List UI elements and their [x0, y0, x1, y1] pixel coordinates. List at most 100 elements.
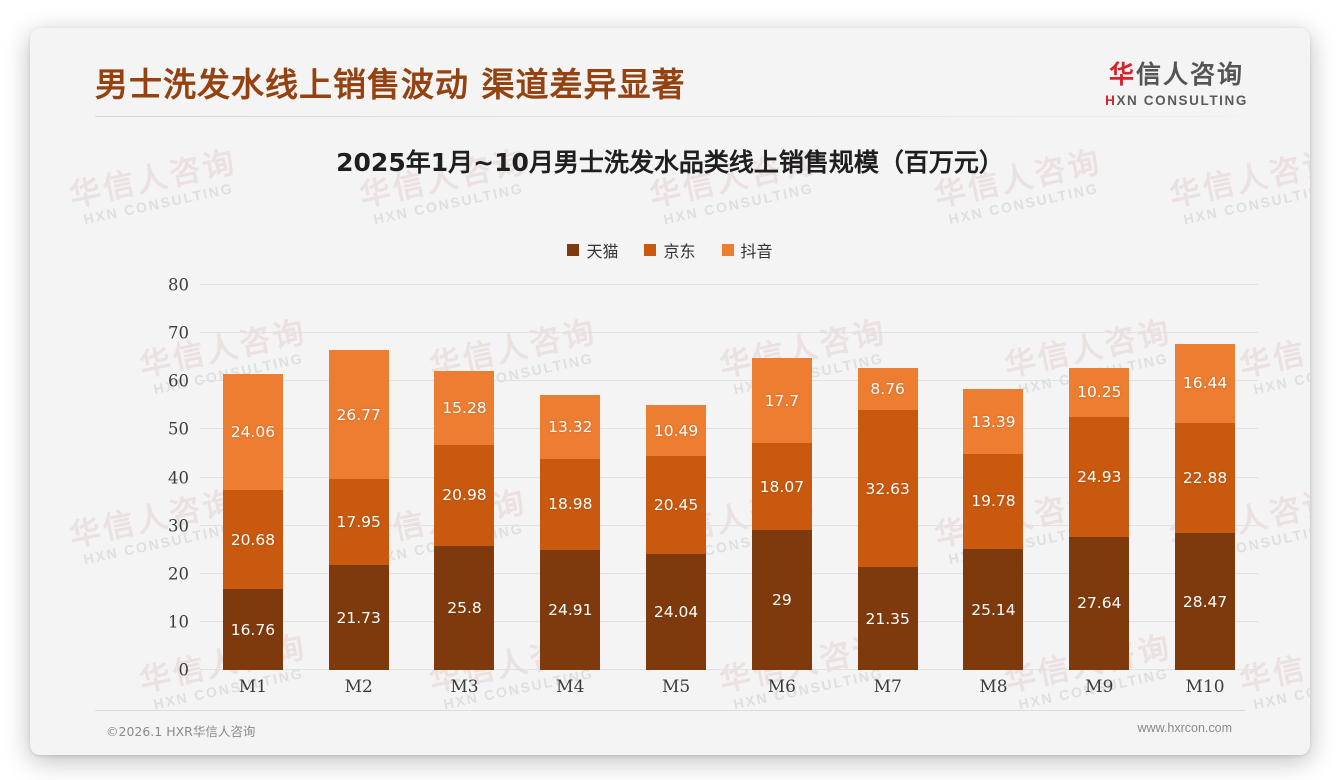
bar-value-label: 19.78 — [971, 492, 1016, 511]
bar-group[interactable]: 10.25 24.93 27.64 M9 — [1046, 285, 1152, 697]
legend-item-京东[interactable]: 京东 — [644, 238, 696, 262]
bar-segment-天猫[interactable]: 27.64 — [1069, 536, 1130, 670]
y-axis-tick-label: 40 — [168, 468, 189, 487]
footer-website[interactable]: www.hxrcon.com — [1137, 721, 1232, 735]
bar-stack-M10[interactable]: 16.44 22.88 28.47 — [1175, 343, 1236, 670]
gridline — [200, 476, 1258, 478]
bar-value-label: 17.95 — [336, 513, 381, 532]
bar-value-label: 29 — [772, 591, 792, 610]
chart-legend: 天猫 京东 抖音 — [30, 238, 1310, 262]
bar-value-label: 18.98 — [548, 495, 593, 514]
bar-segment-抖音[interactable]: 16.44 — [1175, 343, 1236, 423]
chart-bars: 24.06 20.68 16.76 M1 26.77 17.95 21.73 M2 15.28 2… — [200, 285, 1258, 697]
bar-value-label: 25.8 — [447, 598, 482, 617]
y-axis-tick-label: 10 — [168, 612, 189, 632]
bar-segment-天猫[interactable]: 25.8 — [434, 545, 495, 670]
bar-value-label: 24.04 — [653, 603, 699, 622]
bar-segment-抖音[interactable]: 15.28 — [434, 371, 495, 445]
footer-divider — [95, 710, 1245, 711]
bar-value-label: 13.32 — [548, 417, 593, 436]
bar-segment-抖音[interactable]: 10.25 — [1069, 367, 1130, 418]
bar-group[interactable]: 15.28 20.98 25.8 M3 — [412, 285, 518, 697]
bar-stack-M9[interactable]: 10.25 24.93 27.64 — [1069, 367, 1130, 670]
x-axis-tick-label: M3 — [450, 677, 479, 697]
brand-logo: 华信人咨询 HXN CONSULTING — [1105, 55, 1248, 108]
bar-segment-京东[interactable]: 18.98 — [540, 458, 601, 551]
bar-segment-京东[interactable]: 22.88 — [1175, 422, 1236, 533]
bar-value-label: 16.44 — [1182, 374, 1228, 393]
bar-stack-M2[interactable]: 26.77 17.95 21.73 — [328, 350, 389, 670]
y-axis-tick-label: 50 — [168, 419, 189, 439]
x-axis-tick-label: M10 — [1185, 677, 1225, 697]
bar-segment-京东[interactable]: 20.98 — [434, 444, 495, 546]
bar-value-label: 17.7 — [764, 391, 800, 410]
bar-value-label: 20.68 — [230, 530, 276, 549]
bar-segment-天猫[interactable]: 16.76 — [222, 589, 283, 670]
bar-value-label: 20.98 — [442, 486, 487, 505]
chart-plot-area: 0 10 20 30 40 50 60 70 80 24.06 20.68 16.76 M1 26.77… — [148, 276, 1258, 700]
bar-segment-京东[interactable]: 17.95 — [328, 479, 389, 566]
chart-block: 2025年1月~10月男士洗发水品类线上销售规模（百万元） 天猫 京东 抖音 0 10… — [30, 118, 1310, 710]
y-axis-tick-label: 80 — [168, 275, 189, 295]
bar-segment-京东[interactable]: 18.07 — [751, 443, 812, 531]
gridline — [200, 669, 1258, 670]
brand-logo-en-rest: XN CONSULTING — [1116, 93, 1248, 108]
bar-value-label: 15.28 — [442, 399, 487, 418]
legend-item-抖音[interactable]: 抖音 — [721, 238, 773, 262]
bar-segment-天猫[interactable]: 28.47 — [1175, 533, 1236, 670]
bar-segment-天猫[interactable]: 24.04 — [646, 554, 707, 670]
bar-segment-京东[interactable]: 20.68 — [222, 489, 283, 590]
bar-value-label: 22.88 — [1182, 468, 1228, 487]
bar-value-label: 8.76 — [870, 380, 905, 399]
slide-header: 男士洗发水线上销售波动 渠道差异显著 华信人咨询 HXN CONSULTING — [30, 28, 1310, 118]
bar-segment-抖音[interactable]: 26.77 — [328, 350, 389, 480]
x-axis-tick-label: M8 — [979, 677, 1008, 697]
slide-card: 华信人咨询 HXN CONSULTING 华信人咨询 HXN CONSULTING 华信… — [30, 28, 1310, 755]
bar-segment-抖音[interactable]: 13.32 — [540, 394, 601, 459]
gridline — [200, 284, 1258, 285]
bar-segment-天猫[interactable]: 29 — [751, 530, 812, 670]
bar-stack-M3[interactable]: 15.28 20.98 25.8 — [434, 371, 495, 670]
bar-value-label: 10.49 — [653, 421, 699, 440]
bar-segment-抖音[interactable]: 13.39 — [963, 389, 1024, 454]
legend-label: 天猫 — [586, 242, 619, 261]
bar-stack-M7[interactable]: 8.76 32.63 21.35 — [857, 368, 918, 670]
bar-segment-京东[interactable]: 24.93 — [1069, 417, 1130, 537]
bar-group[interactable]: 26.77 17.95 21.73 M2 — [306, 285, 412, 697]
bar-group[interactable]: 13.39 19.78 25.14 M8 — [941, 285, 1047, 697]
bar-value-label: 32.63 — [865, 479, 910, 498]
gridline — [200, 524, 1258, 526]
bar-segment-京东[interactable]: 20.45 — [646, 455, 707, 555]
bar-stack-M1[interactable]: 24.06 20.68 16.76 — [222, 374, 283, 670]
bar-group[interactable]: 10.49 20.45 24.04 M5 — [623, 285, 729, 697]
bar-group[interactable]: 17.7 18.07 29 M6 — [729, 285, 835, 697]
x-axis-tick-label: M7 — [873, 677, 902, 697]
bar-value-label: 21.35 — [865, 609, 910, 628]
gridline — [200, 572, 1258, 574]
legend-item-天猫[interactable]: 天猫 — [567, 238, 618, 262]
bar-stack-M4[interactable]: 13.32 18.98 24.91 — [540, 394, 601, 670]
bar-stack-M6[interactable]: 17.7 18.07 29 — [751, 358, 812, 670]
brand-logo-chinese: 华信人咨询 — [1105, 55, 1248, 91]
bar-group[interactable]: 16.44 22.88 28.47 M10 — [1152, 285, 1258, 697]
bar-segment-抖音[interactable]: 17.7 — [751, 358, 812, 444]
gridline — [200, 620, 1258, 622]
bar-segment-京东[interactable]: 19.78 — [963, 453, 1024, 550]
bar-stack-M5[interactable]: 10.49 20.45 24.04 — [646, 405, 707, 670]
bar-segment-天猫[interactable]: 25.14 — [963, 549, 1024, 670]
brand-logo-rest-chars: 信人咨询 — [1136, 60, 1245, 89]
bar-segment-天猫[interactable]: 21.73 — [328, 565, 389, 670]
bar-segment-抖音[interactable]: 24.06 — [222, 374, 283, 490]
bar-segment-京东[interactable]: 32.63 — [857, 410, 918, 568]
bar-group[interactable]: 8.76 32.63 21.35 M7 — [835, 285, 941, 697]
bar-group[interactable]: 24.06 20.68 16.76 M1 — [200, 285, 306, 697]
bar-segment-天猫[interactable]: 24.91 — [540, 550, 601, 670]
legend-swatch-icon — [567, 244, 580, 256]
bar-segment-天猫[interactable]: 21.35 — [857, 567, 918, 670]
bar-stack-M8[interactable]: 13.39 19.78 25.14 — [963, 389, 1024, 670]
gridline — [200, 380, 1258, 382]
legend-swatch-icon — [721, 244, 734, 256]
bar-segment-抖音[interactable]: 8.76 — [857, 368, 918, 411]
bar-group[interactable]: 13.32 18.98 24.91 M4 — [517, 285, 623, 697]
bar-segment-抖音[interactable]: 10.49 — [646, 405, 707, 456]
